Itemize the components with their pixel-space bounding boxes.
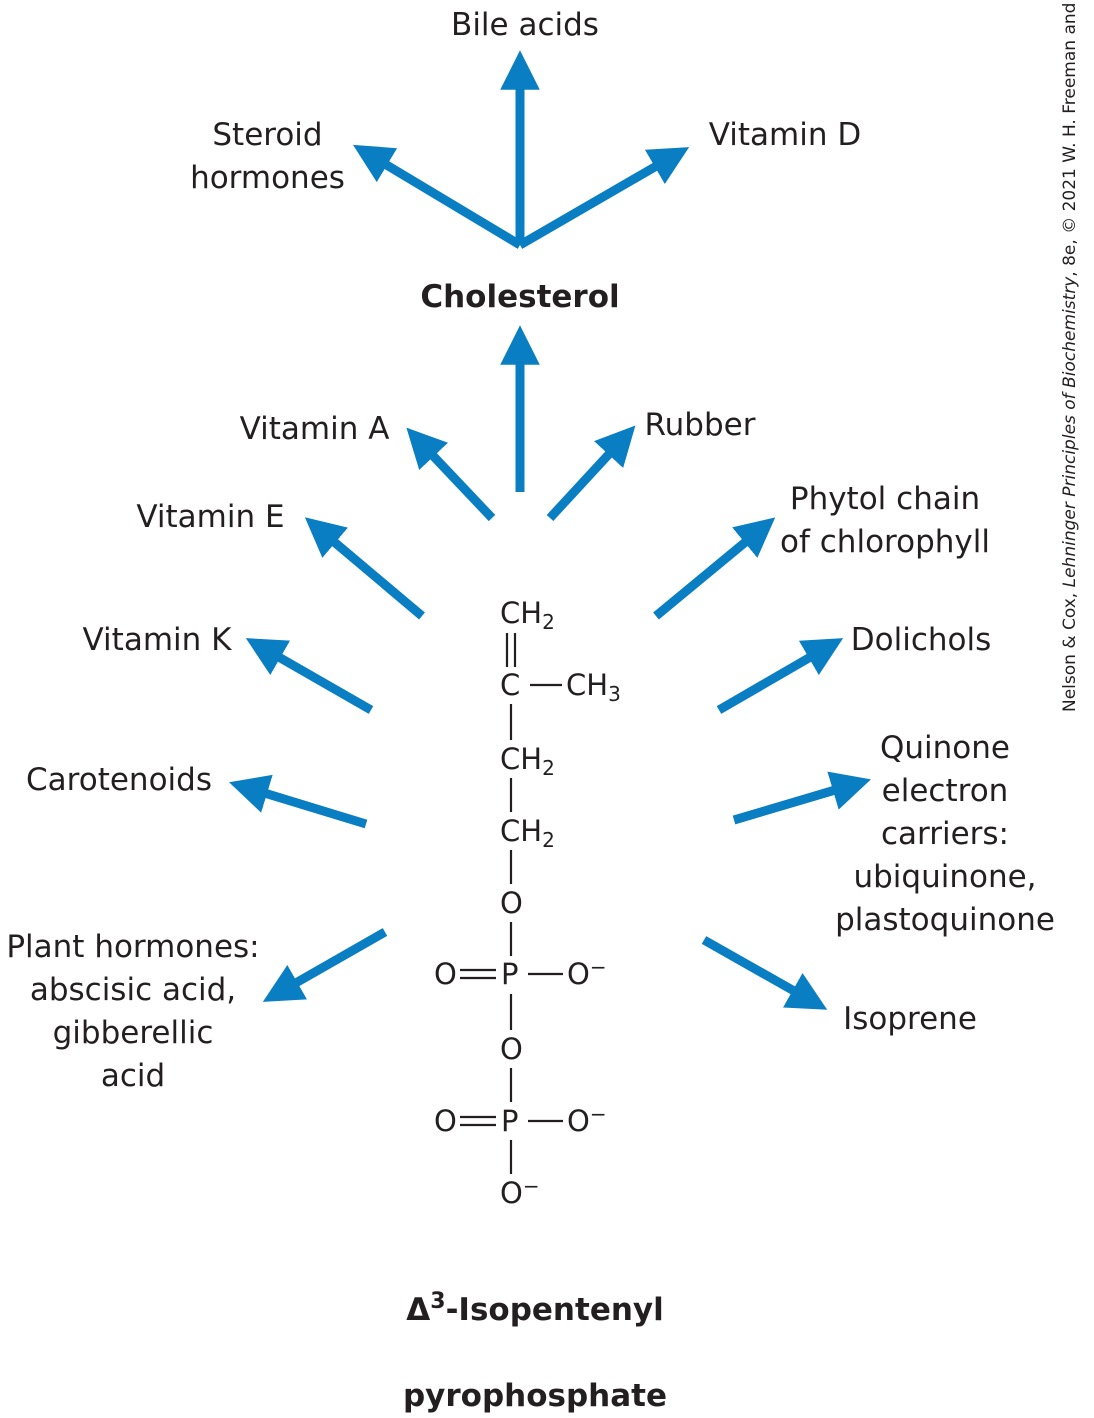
label-bile-acids: Bile acids [451, 7, 599, 43]
pathway-arrows [229, 50, 871, 1174]
label-cholesterol: Cholesterol [420, 279, 620, 315]
label-phytol-chain: Phytol chain of chlorophyll [780, 481, 990, 560]
atom-o2: O [500, 1032, 523, 1066]
arrow-to-vitamin-e [304, 517, 425, 620]
arrow-to-plant-hormones [262, 928, 388, 1002]
atom-o1: O [500, 886, 523, 920]
label-quinone-carriers: Quinone electron carriers: ubiquinone, p… [835, 730, 1055, 938]
delta-symbol: Δ [406, 1292, 431, 1328]
label-carotenoids: Carotenoids [26, 762, 212, 798]
arrow-to-steroid-hormones [353, 144, 523, 249]
precursor-name-line2: pyrophosphate [402, 1378, 667, 1414]
atom-ch2-top: CH2 [500, 596, 555, 634]
copyright-credit: Nelson & Cox, Lehninger Principles of Bi… [1056, 0, 1084, 712]
label-steroid-hormones: Steroid hormones [190, 117, 345, 196]
atom-ch2-a: CH2 [500, 742, 555, 780]
arrow-to-vitamin-a [406, 427, 496, 522]
atom-ch3: CH3 [566, 668, 621, 706]
atom-p2-o-left: O [434, 1104, 457, 1138]
credit-title: Lehninger Principles of Biochemistry [1060, 276, 1080, 588]
atom-p2-o-right: O− [567, 1102, 607, 1138]
label-rubber: Rubber [644, 407, 756, 443]
label-isoprene: Isoprene [843, 1001, 977, 1037]
atom-p2: P [501, 1104, 519, 1138]
delta-superscript: 3 [430, 1289, 446, 1314]
atom-c: C [500, 668, 521, 702]
atom-p1-o-right: O− [567, 955, 607, 991]
label-vitamin-a: Vitamin A [239, 411, 390, 447]
arrow-to-dolichols [716, 638, 844, 714]
atom-p1-o-left: O [434, 957, 457, 991]
label-vitamin-k: Vitamin K [82, 622, 232, 658]
arrow-to-vitamin-k [245, 638, 374, 714]
arrow-to-phytol-chain [653, 517, 776, 620]
arrow-to-carotenoids [229, 774, 368, 829]
arrow-to-rubber [546, 425, 636, 522]
label-vitamin-d: Vitamin D [708, 117, 862, 153]
arrow-to-vitamin-d [517, 147, 690, 249]
arrow-to-quinone-carriers [732, 771, 871, 825]
label-isopentenyl-pyrophosphate: Δ3-Isopentenyl pyrophosphate [370, 1246, 700, 1418]
arrow-to-isoprene [701, 936, 828, 1010]
atom-p1: P [501, 957, 519, 991]
atom-ch2-b: CH2 [500, 814, 555, 852]
credit-edition: , 8e, © 2021 W. H. Freeman and Company [1060, 0, 1080, 277]
precursor-name-line1: -Isopentenyl [445, 1292, 664, 1328]
label-plant-hormones: Plant hormones: abscisic acid, gibberell… [6, 929, 260, 1094]
label-dolichols: Dolichols [850, 622, 992, 658]
atom-o-bottom: O− [500, 1174, 540, 1210]
credit-authors: Nelson & Cox, [1060, 587, 1080, 712]
label-vitamin-e: Vitamin E [136, 499, 285, 535]
